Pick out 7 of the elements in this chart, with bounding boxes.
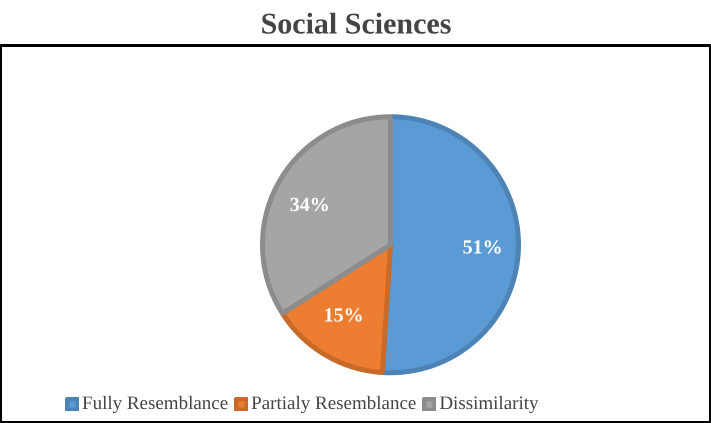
legend-label: Fully Resemblance: [82, 393, 228, 415]
data-label: 15%: [324, 304, 364, 327]
legend-label: Partialy Resemblance: [251, 393, 416, 415]
data-label: 34%: [290, 194, 330, 216]
data-label: 51%: [462, 236, 503, 258]
legend-label: Dissimilarity: [439, 393, 539, 415]
chart-title: Social Sciences: [260, 8, 452, 40]
